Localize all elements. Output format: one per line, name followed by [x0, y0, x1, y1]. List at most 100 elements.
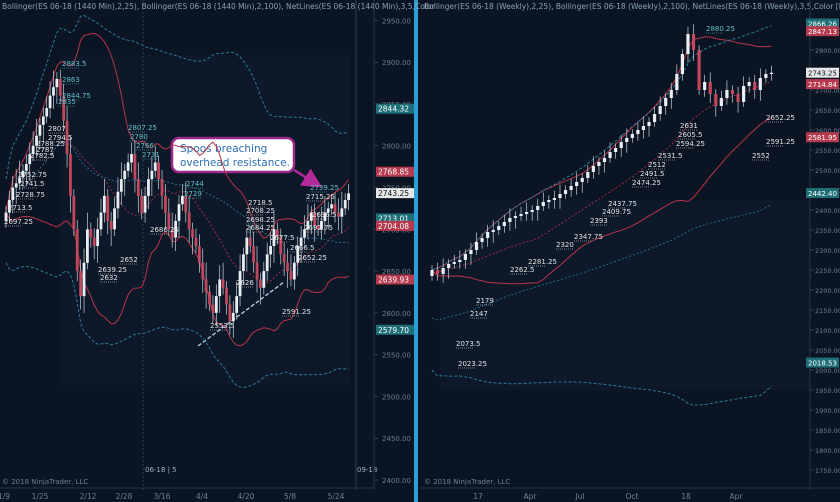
right-candle-body[interactable] [680, 54, 685, 74]
left-candle-body[interactable] [208, 291, 211, 305]
left-candle-body[interactable] [211, 304, 215, 313]
right-candle-body[interactable] [502, 222, 506, 226]
left-candle-body[interactable] [7, 200, 11, 213]
right-candle-body[interactable] [747, 82, 751, 86]
left-candle-body[interactable] [197, 246, 201, 263]
left-candle-body[interactable] [38, 124, 42, 136]
right-candle-body[interactable] [580, 178, 584, 182]
left-candle-body[interactable] [255, 262, 259, 280]
left-candle-body[interactable] [35, 135, 38, 146]
left-candle-body[interactable] [41, 116, 45, 125]
left-candle-body[interactable] [55, 78, 59, 88]
right-candle-body[interactable] [463, 254, 467, 260]
right-candle-body[interactable] [480, 238, 484, 242]
left-candle-body[interactable] [292, 262, 296, 280]
left-candle-body[interactable] [157, 162, 161, 180]
left-candle-body[interactable] [92, 237, 96, 246]
left-candle-body[interactable] [225, 287, 228, 305]
left-candle-body[interactable] [221, 279, 225, 288]
left-candle-body[interactable] [147, 179, 150, 196]
left-candle-body[interactable] [119, 179, 123, 192]
right-candle-body[interactable] [452, 262, 456, 264]
left-candle-body[interactable] [102, 195, 106, 213]
right-candle-body[interactable] [703, 82, 707, 90]
left-candle-body[interactable] [143, 195, 147, 213]
left-candle-body[interactable] [323, 212, 327, 221]
right-candle-body[interactable] [558, 194, 562, 198]
left-candle-body[interactable] [106, 195, 110, 221]
right-candle-body[interactable] [619, 142, 623, 148]
right-candle-body[interactable] [658, 106, 662, 114]
left-candle-body[interactable] [272, 229, 276, 246]
left-candle-body[interactable] [4, 212, 8, 221]
right-candle-body[interactable] [725, 90, 729, 98]
left-candle-body[interactable] [259, 279, 262, 288]
left-candle-body[interactable] [18, 177, 21, 184]
right-candle-body[interactable] [708, 82, 712, 94]
left-candle-body[interactable] [65, 120, 69, 155]
right-candle-body[interactable] [686, 34, 690, 54]
left-candle-body[interactable] [228, 304, 232, 322]
right-candle-body[interactable] [608, 152, 612, 158]
left-candle-body[interactable] [45, 108, 49, 117]
right-candle-body[interactable] [719, 98, 723, 106]
right-candle-body[interactable] [764, 74, 768, 78]
left-candle-body[interactable] [245, 237, 249, 255]
left-candle-body[interactable] [136, 179, 140, 196]
left-candle-body[interactable] [347, 193, 351, 201]
left-candle-body[interactable] [52, 87, 55, 96]
right-candle-body[interactable] [736, 94, 740, 102]
left-candle-body[interactable] [330, 204, 334, 209]
left-candle-body[interactable] [150, 170, 154, 180]
right-candle-body[interactable] [591, 166, 595, 172]
right-candle-body[interactable] [524, 212, 529, 214]
right-candle-body[interactable] [536, 206, 540, 210]
panel-divider[interactable] [414, 0, 418, 502]
left-candle-body[interactable] [79, 271, 83, 297]
right-candle-body[interactable] [753, 82, 757, 90]
left-candle-body[interactable] [337, 212, 340, 217]
left-candle-body[interactable] [252, 246, 256, 263]
left-candle-body[interactable] [177, 204, 181, 221]
left-candle-body[interactable] [96, 229, 99, 246]
left-candle-body[interactable] [194, 237, 198, 246]
left-candle-body[interactable] [58, 78, 62, 96]
right-candle-body[interactable] [625, 138, 629, 142]
right-candle-body[interactable] [630, 134, 634, 138]
right-candle-body[interactable] [447, 264, 451, 268]
right-candle-body[interactable] [597, 162, 601, 166]
left-candle-body[interactable] [286, 262, 289, 272]
left-candle-body[interactable] [343, 200, 347, 209]
right-candle-body[interactable] [769, 72, 774, 74]
left-candle-body[interactable] [279, 237, 283, 255]
left-candle-body[interactable] [86, 229, 89, 263]
left-candle-body[interactable] [28, 154, 32, 165]
right-candle-body[interactable] [575, 182, 579, 186]
left-candle-body[interactable] [238, 271, 242, 297]
left-candle-body[interactable] [242, 254, 245, 272]
left-candle-body[interactable] [269, 246, 272, 255]
left-candle-body[interactable] [130, 154, 133, 163]
left-candle-body[interactable] [316, 225, 320, 230]
right-candle-body[interactable] [513, 216, 518, 218]
left-candle-body[interactable] [204, 279, 208, 292]
right-candle-body[interactable] [430, 270, 434, 276]
left-candle-body[interactable] [187, 212, 191, 230]
right-candle-body[interactable] [491, 230, 495, 232]
left-candle-body[interactable] [133, 154, 137, 180]
left-candle-body[interactable] [48, 95, 52, 109]
left-candle-body[interactable] [89, 229, 93, 238]
left-candle-body[interactable] [231, 312, 235, 322]
right-candle-body[interactable] [552, 198, 557, 200]
left-candle-body[interactable] [62, 95, 66, 121]
left-candle-body[interactable] [31, 145, 35, 155]
left-candle-body[interactable] [174, 220, 178, 238]
left-candle-body[interactable] [248, 237, 252, 246]
left-candle-body[interactable] [99, 212, 103, 230]
left-candle-body[interactable] [113, 208, 116, 230]
left-candle-body[interactable] [140, 195, 144, 213]
left-candle-body[interactable] [326, 208, 330, 213]
right-candle-body[interactable] [714, 94, 718, 106]
right-candle-body[interactable] [497, 226, 501, 230]
right-candle-body[interactable] [569, 186, 573, 190]
